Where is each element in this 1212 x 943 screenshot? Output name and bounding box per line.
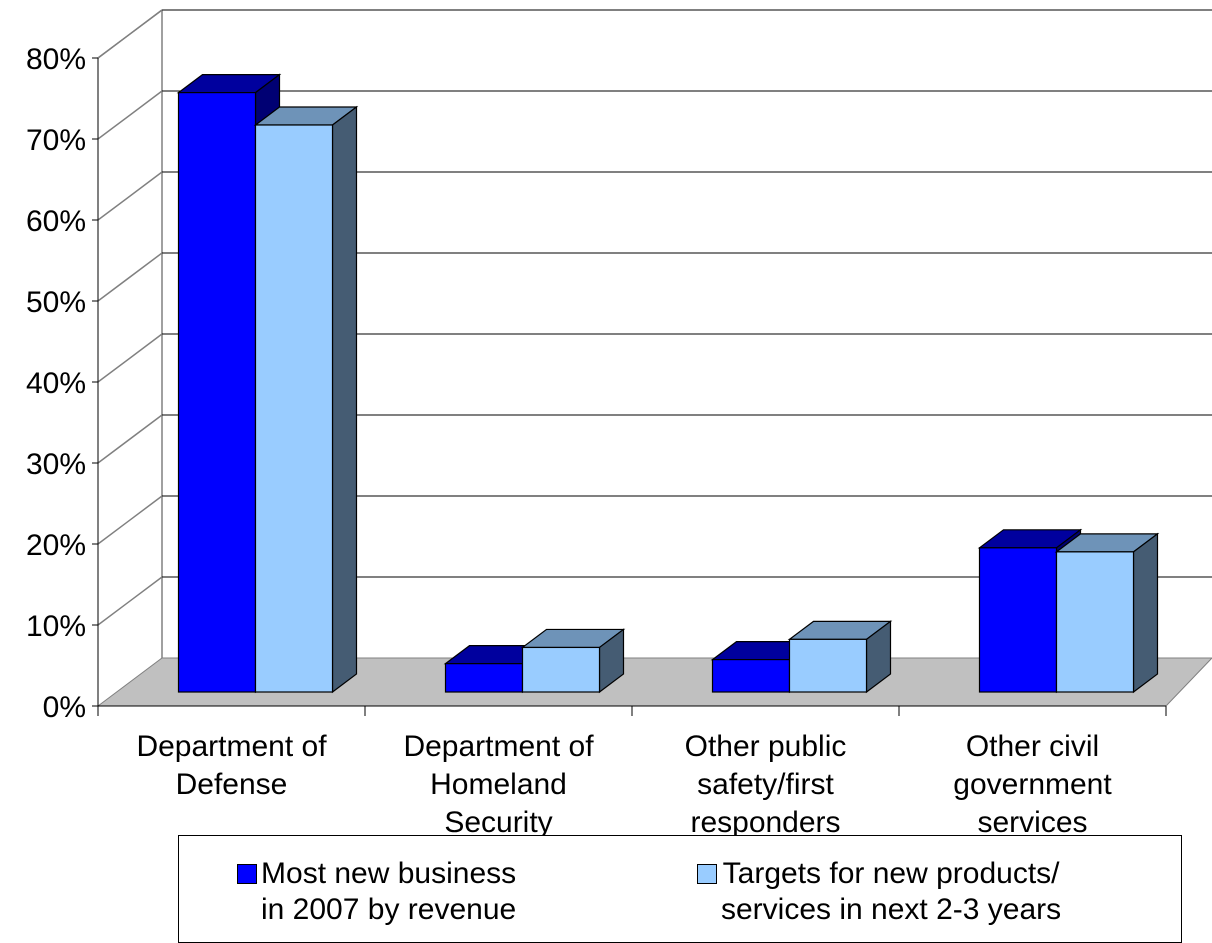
bar-1-cat-2-front <box>444 663 524 693</box>
legend: Most new business in 2007 by revenue Tar… <box>178 835 1182 943</box>
legend-label-series-1: Most new business in 2007 by revenue <box>261 857 517 926</box>
category-label-line: services <box>977 806 1087 839</box>
bar-2-cat-4-side <box>1132 532 1159 694</box>
bar-2-cat-2 <box>520 628 626 694</box>
y-tick-label: 50% <box>26 286 86 319</box>
x-axis-category-labels: Department of Defense Department of Homelan… <box>136 730 1112 839</box>
y-tick-label: 80% <box>26 43 86 76</box>
category-label-line: Department of <box>136 730 327 763</box>
bar-1-cat-3-front <box>711 658 791 693</box>
category-label-line: Other civil <box>966 730 1099 763</box>
category-label-line: Department of <box>403 730 594 763</box>
bar-2-cat-1-front <box>254 124 334 693</box>
bar-2-cat-1 <box>253 105 359 694</box>
y-tick-label: 10% <box>26 610 86 643</box>
gridline-side <box>97 576 163 626</box>
legend-item-series-2: Targets for new products/ services in ne… <box>697 856 1061 928</box>
gridline-side <box>97 171 163 221</box>
category-label-line: responders <box>690 806 840 839</box>
gridline-side <box>97 90 163 140</box>
gridline-side <box>97 9 163 59</box>
bar-2-cat-2-front <box>521 646 601 693</box>
y-axis-tick-labels: 0% 10% 20% 30% 40% 50% 60% 70% 80% <box>26 43 86 724</box>
bar-2-cat-3-front <box>788 638 868 693</box>
y-tick-label: 30% <box>26 448 86 481</box>
bars <box>176 73 1160 694</box>
gridline-side <box>97 495 163 545</box>
y-tick-label: 0% <box>43 691 86 724</box>
bar-2-cat-1-side <box>331 105 358 694</box>
bar-2-cat-4 <box>1054 532 1160 694</box>
gridline-side <box>97 252 163 302</box>
y-tick-label: 40% <box>26 367 86 400</box>
bar-1-cat-1-front <box>177 91 257 693</box>
bar-2-cat-3 <box>787 620 893 694</box>
legend-item-series-1: Most new business in 2007 by revenue <box>237 856 516 928</box>
y-tick-label: 60% <box>26 205 86 238</box>
category-label-line: Defense <box>176 768 288 801</box>
gridline-side <box>97 414 163 464</box>
axes <box>92 57 1167 716</box>
category-label-line: safety/first <box>697 768 834 801</box>
category-label-line: government <box>953 768 1112 801</box>
bar-2-cat-4-front <box>1055 551 1135 693</box>
bar-1-cat-3 <box>710 640 816 694</box>
category-label-line: Other public <box>685 730 847 763</box>
bar-1-cat-4-front <box>978 547 1058 693</box>
legend-swatch-series-2 <box>697 864 717 884</box>
category-label-line: Homeland <box>430 768 567 801</box>
y-tick-label: 20% <box>26 529 86 562</box>
bar-1-cat-2 <box>443 644 549 694</box>
legend-swatch-series-1 <box>237 864 257 884</box>
y-tick-label: 70% <box>26 124 86 157</box>
legend-label-series-2: Targets for new products/ services in ne… <box>721 857 1062 926</box>
category-label-line: Security <box>444 806 552 839</box>
gridline-side <box>97 333 163 383</box>
